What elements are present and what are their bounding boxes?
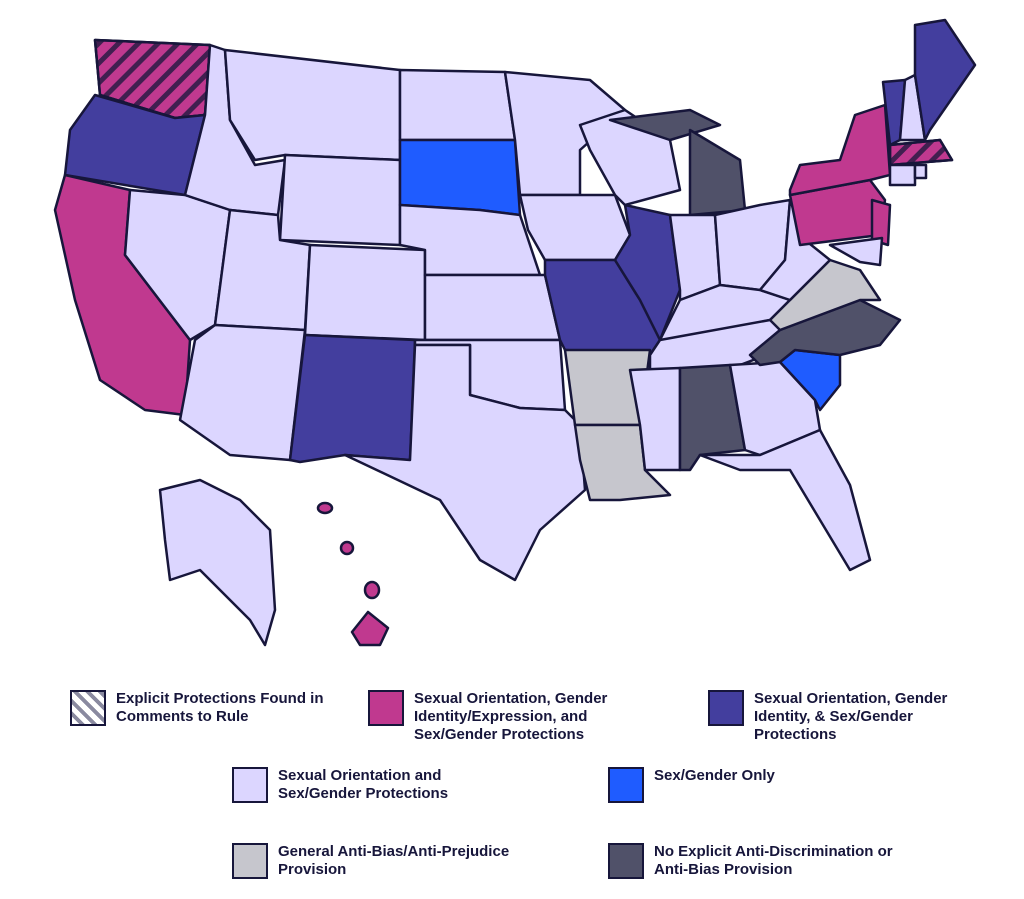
state (423, 273, 562, 342)
legend-label: No Explicit Anti-Discrimination or Anti-… (654, 843, 893, 878)
legend-item: Explicit Protections Found in Comments t… (70, 690, 356, 726)
state (278, 153, 402, 247)
legend-label: Sexual Orientation, Gender Identity, & S… (754, 690, 948, 743)
legend-label: Explicit Protections Found in Comments t… (116, 690, 324, 725)
state (350, 610, 390, 647)
legend-swatch (70, 690, 106, 726)
state (888, 163, 917, 187)
legend-label: Sexual Orientation, Gender Identity/Expr… (414, 690, 608, 743)
state (343, 343, 587, 582)
state (788, 103, 892, 197)
state (178, 323, 307, 462)
legend-item: No Explicit Anti-Discrimination or Anti-… (608, 843, 924, 879)
legend-item: Sex/Gender Only (608, 767, 854, 803)
legend-swatch (708, 690, 744, 726)
state (363, 580, 381, 600)
legend-item: General Anti-Bias/Anti-Prejudice Provisi… (232, 843, 538, 879)
state (503, 70, 627, 197)
state (288, 333, 417, 464)
states (53, 18, 977, 647)
legend-item: Sexual Orientation and Sex/Gender Protec… (232, 767, 488, 803)
legend-item: Sexual Orientation, Gender Identity/Expr… (368, 690, 654, 744)
legend-swatch (232, 767, 268, 803)
state (316, 501, 334, 515)
legend-swatch (608, 767, 644, 803)
legend-label: Sexual Orientation and Sex/Gender Protec… (278, 767, 449, 802)
state (398, 138, 522, 217)
state (339, 540, 355, 556)
legend-label: Sex/Gender Only (654, 767, 775, 784)
legend-swatch (232, 843, 268, 879)
legend-swatch (368, 690, 404, 726)
legend-item: Sexual Orientation, Gender Identity, & S… (708, 690, 954, 744)
state (518, 193, 632, 262)
state (398, 68, 517, 142)
state (913, 18, 977, 142)
state (628, 366, 682, 472)
legend-swatch (608, 843, 644, 879)
state (870, 198, 892, 247)
state (688, 128, 747, 217)
state (828, 236, 884, 267)
state (913, 163, 928, 180)
hatch-overlay (888, 138, 954, 167)
state (158, 478, 277, 647)
state (698, 428, 872, 572)
state (303, 243, 427, 342)
legend-label: General Anti-Bias/Anti-Prejudice Provisi… (278, 843, 510, 878)
state (223, 48, 402, 162)
